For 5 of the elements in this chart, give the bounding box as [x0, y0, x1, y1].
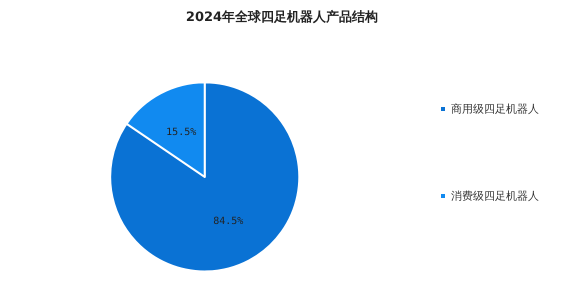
data-label: 15.5%: [166, 126, 196, 138]
legend-label: 消费级四足机器人: [451, 190, 539, 202]
data-label: 84.5%: [213, 216, 244, 227]
legend-label: 商用级四足机器人: [451, 102, 539, 116]
chart-title: 2024年全球四足机器人产品结构: [186, 9, 378, 25]
